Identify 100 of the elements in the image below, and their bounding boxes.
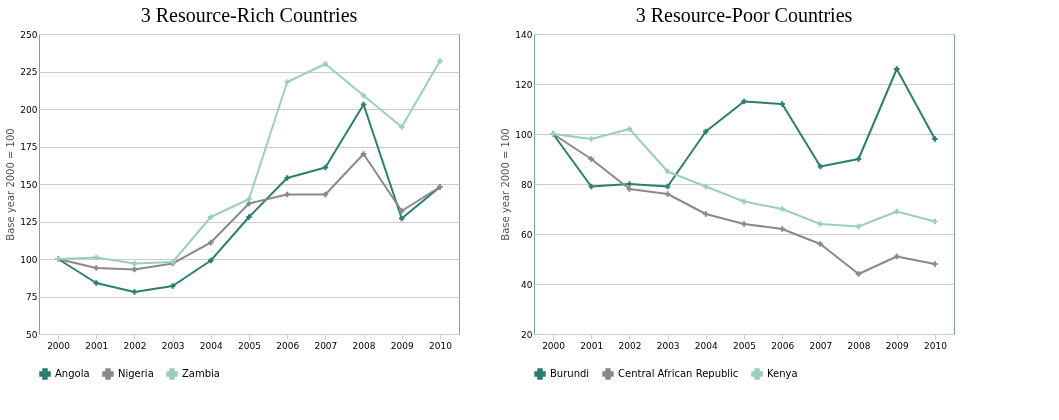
- point: [93, 280, 100, 286]
- y-tick-label: 100: [515, 129, 533, 140]
- point: [360, 101, 367, 108]
- y-tick-label: 140: [515, 29, 533, 40]
- point: [588, 136, 595, 142]
- x-tick-label: 2005: [733, 340, 756, 351]
- point: [932, 218, 938, 225]
- y-tick-label: 225: [20, 67, 38, 77]
- x-tick-label: 2001: [580, 340, 604, 351]
- y-axis-title: Base year 2000 = 100: [500, 128, 512, 241]
- x-tick-label: 2000: [542, 340, 566, 351]
- x-tick-label: 2007: [314, 340, 338, 351]
- point: [703, 183, 709, 190]
- chart-title: 3 Resource-Poor Countries: [635, 4, 853, 26]
- x-tick-label: 2002: [123, 340, 147, 351]
- x-tick-label: 2002: [618, 340, 642, 351]
- x-tick-label: 2003: [656, 340, 680, 351]
- point: [284, 191, 290, 198]
- x-tick-label: 2010: [428, 340, 453, 351]
- point: [169, 283, 176, 289]
- point: [893, 253, 900, 260]
- x-tick-label: 2008: [352, 340, 376, 351]
- x-tick-label: 2007: [809, 340, 833, 351]
- point: [817, 221, 824, 227]
- point: [932, 136, 938, 142]
- point: [360, 92, 367, 99]
- legend-label: Central African Republic: [618, 368, 739, 379]
- point: [398, 124, 405, 130]
- point: [817, 241, 824, 247]
- point: [284, 79, 290, 85]
- point: [93, 265, 100, 271]
- point: [131, 260, 138, 267]
- point: [741, 221, 747, 227]
- point: [779, 101, 785, 107]
- point: [93, 254, 100, 261]
- x-tick-label: 2000: [47, 340, 71, 351]
- point: [626, 181, 633, 187]
- point: [703, 211, 709, 217]
- y-tick-label: 100: [20, 254, 38, 265]
- point: [322, 191, 329, 198]
- point: [741, 198, 747, 205]
- point: [588, 156, 595, 162]
- x-tick-label: 2005: [238, 340, 261, 351]
- chart-title: 3 Resource-Rich Countries: [140, 4, 358, 26]
- point: [893, 66, 900, 72]
- y-axis-title: Base year 2000 = 100: [5, 128, 17, 241]
- point: [322, 164, 329, 171]
- point: [208, 257, 214, 264]
- point: [855, 271, 862, 277]
- point: [131, 266, 138, 273]
- y-tick-label: 60: [521, 229, 533, 240]
- x-tick-label: 2009: [390, 340, 414, 351]
- legend-label: Kenya: [767, 368, 798, 379]
- y-tick-label: 75: [26, 292, 38, 302]
- point: [131, 289, 138, 295]
- point: [284, 175, 290, 181]
- x-tick-label: 2006: [771, 340, 795, 351]
- y-tick-label: 40: [521, 279, 533, 290]
- legend-label: Zambia: [182, 368, 220, 379]
- y-tick-label: 250: [20, 29, 38, 40]
- y-tick-label: 120: [515, 79, 533, 90]
- point: [398, 208, 405, 214]
- point: [932, 261, 938, 267]
- point: [664, 191, 671, 197]
- point: [246, 214, 252, 220]
- y-tick-label: 125: [20, 217, 38, 227]
- point: [741, 98, 747, 105]
- point: [398, 215, 405, 222]
- point: [779, 226, 785, 232]
- point: [893, 208, 900, 215]
- point: [626, 186, 633, 192]
- y-tick-label: 50: [26, 329, 38, 340]
- point: [208, 214, 214, 220]
- x-tick-label: 2001: [85, 340, 109, 351]
- point: [664, 168, 671, 175]
- point: [360, 151, 367, 157]
- x-tick-label: 2004: [694, 340, 719, 351]
- point: [437, 58, 443, 64]
- x-tick-label: 2006: [276, 340, 300, 351]
- point: [817, 163, 824, 170]
- point: [626, 126, 633, 132]
- point: [703, 128, 709, 135]
- x-tick-label: 2004: [199, 340, 224, 351]
- y-tick-label: 150: [20, 179, 38, 190]
- point: [779, 206, 785, 212]
- x-tick-label: 2003: [161, 340, 185, 351]
- y-tick-label: 200: [20, 104, 38, 115]
- x-tick-label: 2009: [885, 340, 909, 351]
- x-tick-label: 2010: [923, 340, 948, 351]
- y-tick-label: 20: [521, 329, 533, 340]
- legend-label: Angola: [55, 368, 90, 379]
- legend-label: Nigeria: [118, 368, 154, 379]
- y-tick-label: 80: [521, 179, 533, 190]
- point: [855, 156, 862, 162]
- point: [855, 223, 862, 230]
- point: [246, 196, 252, 202]
- point: [322, 61, 329, 67]
- point: [588, 183, 595, 190]
- point: [664, 183, 671, 190]
- legend-label: Burundi: [550, 368, 590, 379]
